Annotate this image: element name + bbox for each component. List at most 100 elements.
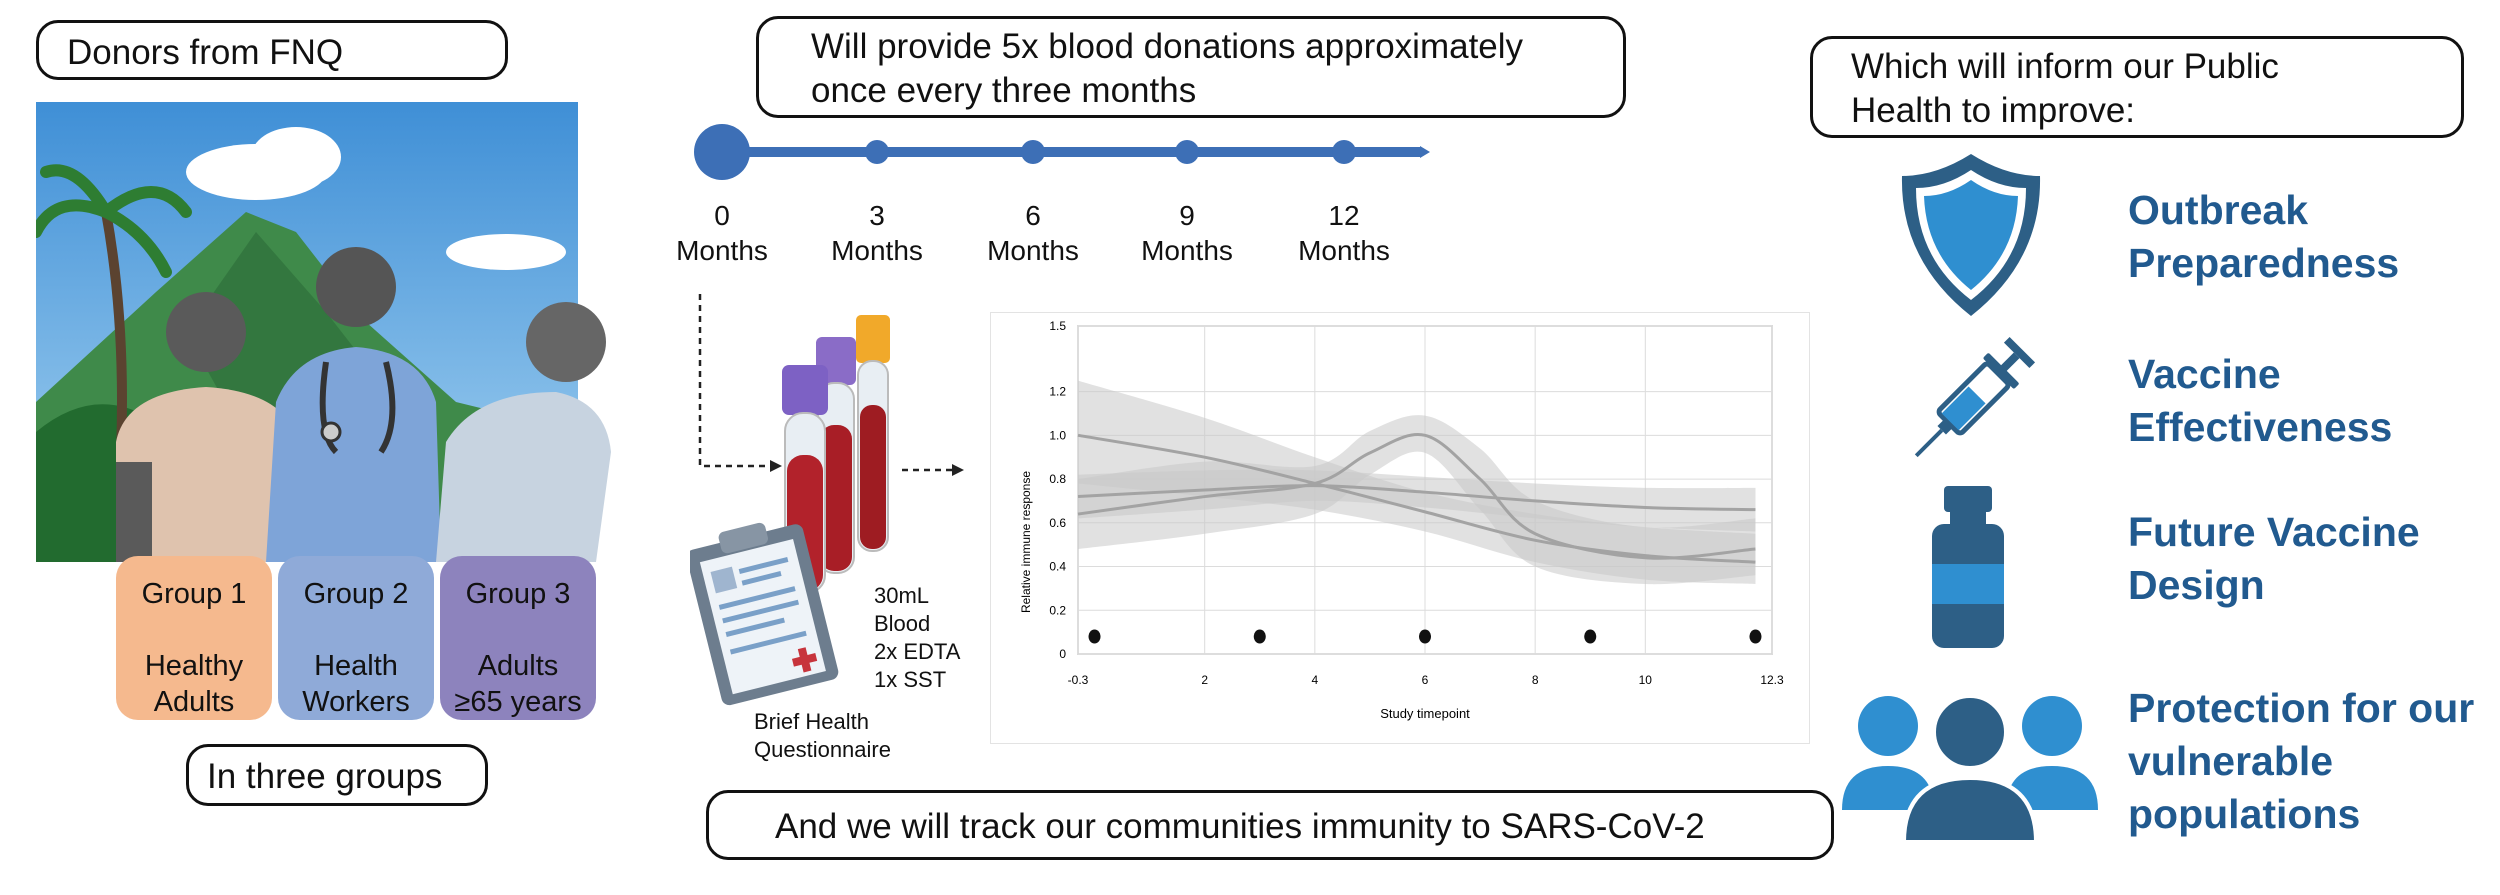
timeline-unit: Months: [676, 235, 768, 266]
chart-series-line: [1077, 433, 1756, 564]
timeline-dot-12: [1332, 140, 1356, 164]
timeline-dot-6: [1021, 140, 1045, 164]
goal-line: Effectiveness: [2128, 404, 2393, 450]
shield-icon: [1901, 154, 2041, 316]
chart-x-tick-label: 6: [1422, 673, 1429, 687]
questionnaire-caption: Brief Health Questionnaire: [754, 708, 891, 764]
chart-series-line: [1077, 484, 1756, 512]
chart-x-tick-label: 2: [1201, 673, 1208, 687]
timeline-label-6: 6 Months: [963, 198, 1103, 268]
timeline-unit: Months: [831, 235, 923, 266]
chart-x-tick-label: 8: [1532, 673, 1539, 687]
group-1-desc-line2: Adults: [153, 686, 235, 718]
timeline-label-3: 3 Months: [807, 198, 947, 268]
chart-sample-point: [1749, 629, 1762, 644]
chart-sample-point: [1584, 629, 1597, 644]
goal-protect-vulnerable: Protection for our vulnerable population…: [2128, 682, 2474, 841]
group-1-card: Group 1 Healthy Adults: [116, 556, 272, 720]
timeline-num: 12: [1328, 200, 1360, 231]
groups-caption: In three groups: [207, 757, 443, 796]
timeline-unit: Months: [1141, 235, 1233, 266]
people-icon: [1842, 694, 2098, 844]
group-3-desc-line2: ≥65 years: [454, 686, 582, 718]
sample-volume: 30mL: [874, 583, 930, 608]
group-3-card: Group 3 Adults ≥65 years: [440, 556, 596, 720]
chart-confidence-band: [1078, 415, 1756, 585]
goal-line: populations: [2128, 791, 2361, 837]
timeline-unit: Months: [1298, 235, 1390, 266]
tracking-box: And we will track our communities immuni…: [706, 790, 1834, 860]
chart-y-tick-label: 1.5: [1049, 319, 1066, 333]
public-health-box: Which will inform our Public Health to i…: [1810, 36, 2464, 138]
goal-line: vulnerable: [2128, 738, 2334, 784]
chart-sample-point: [1419, 629, 1431, 644]
sample-description: 30mL Blood 2x EDTA 1x SST: [874, 582, 960, 694]
groups-caption-box: In three groups: [186, 744, 488, 806]
group-3-desc-line1: Adults: [477, 650, 559, 682]
timeline-dot-0: [694, 124, 750, 180]
donation-title-box: Will provide 5x blood donations approxim…: [756, 16, 1626, 118]
chart-sample-point: [1088, 629, 1101, 644]
timeline-label-12: 12 Months: [1274, 198, 1414, 268]
timeline-num: 9: [1179, 200, 1195, 231]
sample-sst: 1x SST: [874, 667, 947, 692]
timeline-label-9: 9 Months: [1117, 198, 1257, 268]
group-2-desc-line1: Health: [314, 650, 398, 682]
chart-y-tick-label: 0: [1059, 647, 1066, 661]
tracking-text: And we will track our communities immuni…: [775, 807, 1705, 846]
timeline-unit: Months: [987, 235, 1079, 266]
chart-x-tick-label: 12.3: [1760, 673, 1784, 687]
group-3-name: Group 3: [465, 578, 571, 610]
donors-title: Donors from FNQ: [67, 33, 344, 72]
goal-line: Protection for our: [2128, 685, 2475, 731]
donors-title-box: Donors from FNQ: [36, 20, 508, 80]
questionnaire-line2: Questionnaire: [754, 737, 891, 762]
donation-timeline: [694, 124, 1430, 180]
chart-y-tick-label: 1.2: [1049, 385, 1066, 399]
chart-x-tick-label: -0.3: [1068, 673, 1089, 687]
public-health-line2: Health to improve:: [1851, 91, 2136, 130]
timeline-num: 6: [1025, 200, 1041, 231]
sample-type: Blood: [874, 611, 931, 636]
group-1-desc-line1: Healthy: [144, 650, 244, 682]
group-2-desc-line2: Workers: [302, 686, 410, 718]
group-2-card: Group 2 Health Workers: [278, 556, 434, 720]
group-1-name: Group 1: [141, 578, 247, 610]
donation-title-line2: once every three months: [811, 71, 1197, 110]
group-2-name: Group 2: [303, 578, 409, 610]
goal-line: Preparedness: [2128, 240, 2400, 286]
timeline-dot-9: [1175, 140, 1199, 164]
goal-future-vaccine-design: Future Vaccine Design: [2128, 506, 2420, 612]
donors-illustration: [36, 102, 611, 562]
chart-series-line: [1077, 433, 1756, 560]
syringe-icon: [1914, 336, 2036, 458]
goal-line: Outbreak: [2128, 187, 2308, 233]
chart-y-tick-label: 1.0: [1049, 428, 1066, 442]
timeline-num: 0: [714, 200, 730, 231]
chart-x-axis-label: Study timepoint: [1380, 706, 1470, 721]
goal-line: Future Vaccine: [2128, 509, 2420, 555]
chart-x-tick-label: 10: [1639, 673, 1653, 687]
timeline-num: 3: [869, 200, 885, 231]
blood-tubes-illustration: [690, 315, 890, 706]
goal-outbreak-preparedness: Outbreak Preparedness: [2128, 184, 2399, 290]
chart-y-tick-label: 0.6: [1049, 516, 1066, 530]
chart-y-tick-label: 0.2: [1049, 603, 1066, 617]
goal-vaccine-effectiveness: Vaccine Effectiveness: [2128, 348, 2392, 454]
donation-title-line1: Will provide 5x blood donations approxim…: [811, 27, 1524, 66]
immune-response-chart: -0.3 2 4 6 8 10 12.3 0 0.2 0.4 0.6 0.8 1.0 1.2 1.5 Stu…: [990, 312, 1810, 744]
goal-line: Vaccine: [2128, 351, 2281, 397]
chart-y-tick-label: 0.8: [1049, 472, 1066, 486]
timeline-dot-3: [865, 140, 889, 164]
sample-edta: 2x EDTA: [874, 639, 961, 664]
questionnaire-line1: Brief Health: [754, 709, 869, 734]
chart-y-tick-label: 0.4: [1049, 560, 1066, 574]
chart-x-tick-label: 4: [1311, 673, 1318, 687]
public-health-line1: Which will inform our Public: [1851, 47, 2279, 86]
goal-line: Design: [2128, 562, 2265, 608]
flow-arrows: [698, 294, 964, 476]
chart-sample-point: [1253, 629, 1266, 644]
timeline-label-0: 0 Months: [652, 198, 792, 268]
vial-icon: [1932, 486, 2004, 648]
chart-y-axis-label: Relative immune response: [1019, 471, 1033, 613]
